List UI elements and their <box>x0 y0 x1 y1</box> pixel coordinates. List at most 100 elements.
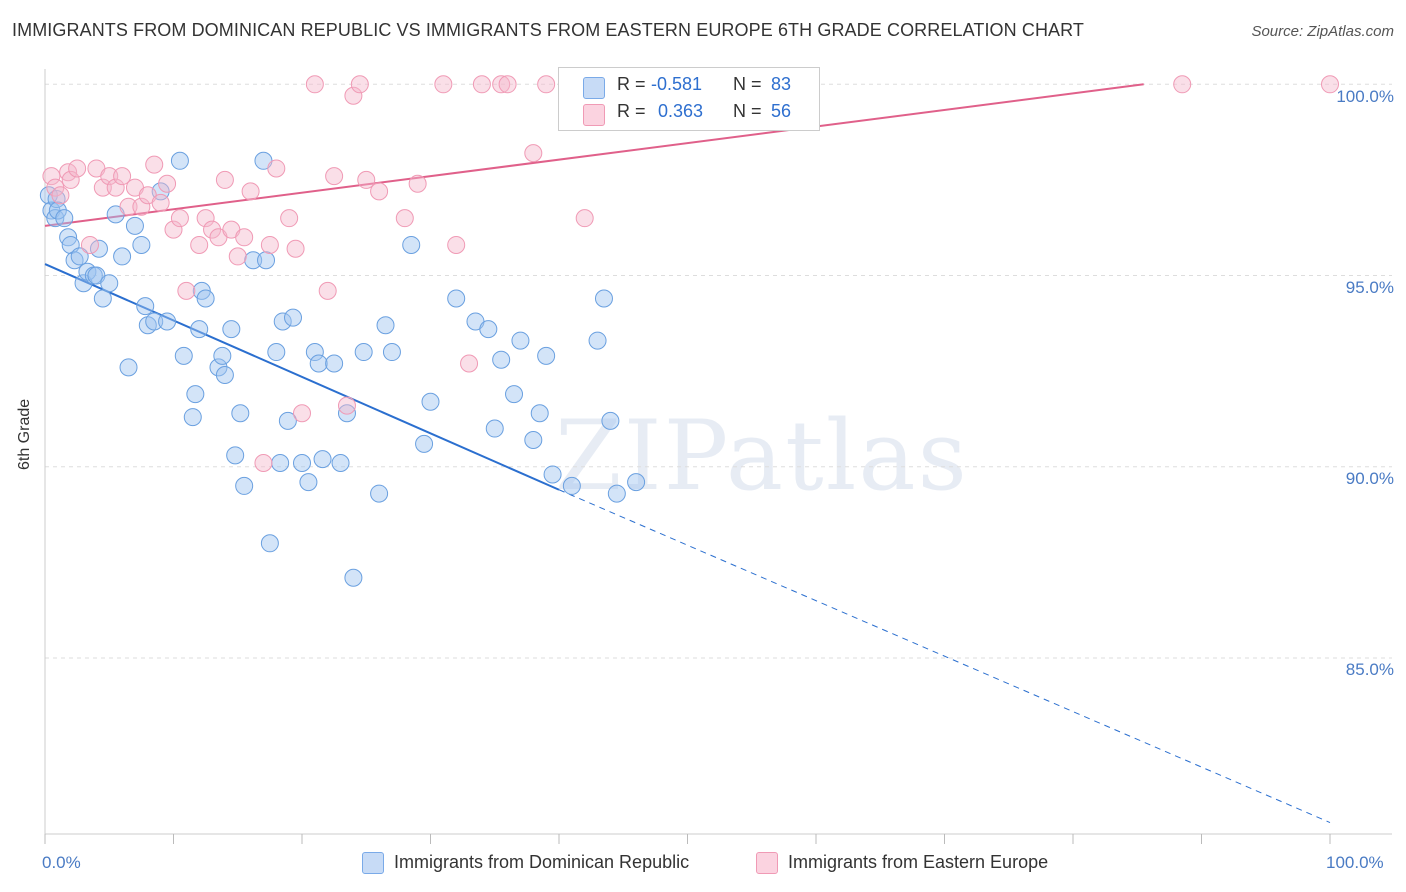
trend-line-dominican-extension <box>558 489 1331 823</box>
point-eastern-europe <box>203 220 222 239</box>
point-dominican <box>267 343 286 362</box>
point-eastern-europe <box>151 193 170 212</box>
source-label: Source: ZipAtlas.com <box>1251 23 1394 40</box>
point-dominican <box>305 343 324 362</box>
point-dominican <box>278 411 297 430</box>
point-eastern-europe <box>170 209 189 228</box>
point-dominican <box>588 331 607 350</box>
point-dominican <box>93 289 112 308</box>
point-dominican <box>89 239 108 258</box>
y-tick-label-85: 85.0% <box>1345 660 1394 679</box>
legend-n-label: N = <box>733 74 762 94</box>
point-dominican <box>382 343 401 362</box>
point-eastern-europe <box>325 167 344 186</box>
point-eastern-europe <box>100 167 119 186</box>
point-eastern-europe <box>460 354 479 373</box>
legend-row-dominican: R = -0.581 N = 83 <box>559 74 817 100</box>
point-dominican <box>145 312 164 331</box>
point-dominican <box>479 320 498 339</box>
point-eastern-europe <box>93 178 112 197</box>
legend-r-label: R = <box>617 74 646 94</box>
grid-lines <box>45 83 1392 659</box>
point-dominican <box>447 289 466 308</box>
point-dominican <box>271 453 290 472</box>
point-eastern-europe <box>357 170 376 189</box>
point-eastern-europe <box>286 239 305 258</box>
bottom-legend-swatch-blue <box>362 852 384 874</box>
point-dominican <box>299 473 318 492</box>
y-tick-label-95: 95.0% <box>1345 278 1394 297</box>
legend-r-value: 0.363 <box>658 101 704 121</box>
point-eastern-europe <box>408 174 427 193</box>
point-dominican <box>244 251 263 270</box>
legend-swatch-blue <box>583 77 605 99</box>
point-dominican <box>594 289 613 308</box>
point-dominican <box>402 235 421 254</box>
point-eastern-europe <box>235 228 254 247</box>
point-dominican <box>100 274 119 293</box>
point-eastern-europe <box>68 159 87 178</box>
point-eastern-europe <box>280 209 299 228</box>
point-dominican <box>284 308 303 327</box>
point-eastern-europe <box>472 75 491 94</box>
point-dominican <box>331 453 350 472</box>
point-dominican <box>257 251 276 270</box>
point-eastern-europe <box>498 75 517 94</box>
point-dominican <box>344 568 363 587</box>
point-eastern-europe <box>177 281 196 300</box>
point-dominican <box>337 404 356 423</box>
point-eastern-europe <box>113 167 132 186</box>
point-eastern-europe <box>80 235 99 254</box>
point-dominican <box>511 331 530 350</box>
legend-r-value: -0.581 <box>651 74 703 94</box>
point-dominican <box>273 312 292 331</box>
point-eastern-europe <box>524 144 543 163</box>
point-dominican <box>492 350 511 369</box>
point-eastern-europe <box>119 197 138 216</box>
point-eastern-europe <box>158 174 177 193</box>
chart-title: IMMIGRANTS FROM DOMINICAN REPUBLIC VS IM… <box>12 20 1085 40</box>
y-tick-label-100: 100.0% <box>1336 87 1394 106</box>
point-eastern-europe <box>215 170 234 189</box>
point-dominican <box>196 289 215 308</box>
point-dominican <box>601 411 620 430</box>
point-eastern-europe <box>305 75 324 94</box>
point-eastern-europe <box>1173 75 1192 94</box>
point-eastern-europe <box>254 453 273 472</box>
point-dominican <box>524 431 543 450</box>
point-dominican <box>174 346 193 365</box>
point-dominican <box>132 235 151 254</box>
point-eastern-europe <box>267 159 286 178</box>
point-eastern-europe <box>492 75 511 94</box>
point-dominican <box>325 354 344 373</box>
point-dominican <box>158 312 177 331</box>
point-eastern-europe <box>318 281 337 300</box>
point-eastern-europe <box>61 170 80 189</box>
point-dominican <box>186 385 205 404</box>
y-tick-label-90: 90.0% <box>1345 469 1394 488</box>
bottom-legend-swatch-pink <box>756 852 778 874</box>
point-dominican <box>113 247 132 266</box>
data-points <box>39 75 1339 587</box>
point-dominican <box>562 476 581 495</box>
point-dominican <box>415 434 434 453</box>
point-dominican <box>530 404 549 423</box>
point-dominican <box>370 484 389 503</box>
legend-n-value: 56 <box>771 101 792 121</box>
bottom-legend-label: Immigrants from Eastern Europe <box>788 852 1049 872</box>
point-dominican <box>226 446 245 465</box>
point-eastern-europe <box>344 86 363 105</box>
point-dominican <box>48 201 67 220</box>
point-eastern-europe <box>370 182 389 201</box>
point-eastern-europe <box>196 209 215 228</box>
point-eastern-europe <box>51 186 70 205</box>
point-dominican <box>309 354 328 373</box>
point-eastern-europe <box>447 235 466 254</box>
point-dominican <box>170 151 189 170</box>
point-dominican <box>231 404 250 423</box>
point-eastern-europe <box>395 209 414 228</box>
point-dominican <box>293 453 311 472</box>
point-dominican <box>260 534 279 553</box>
x-tick-label-100: 100.0% <box>1326 853 1384 872</box>
point-dominican <box>183 408 202 427</box>
